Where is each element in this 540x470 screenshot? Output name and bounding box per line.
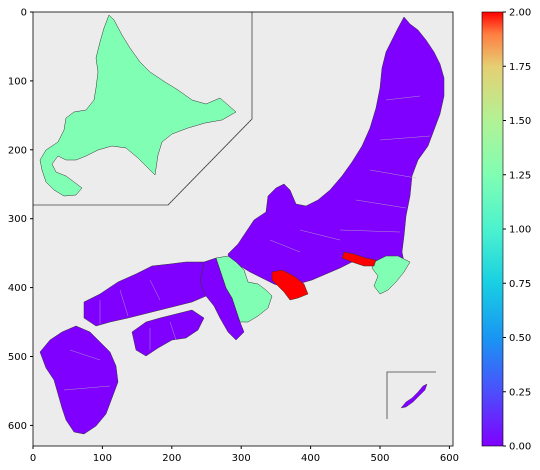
colorbar: 0.00 0.25 0.50 0.75 1.00 1.25 1.50 1.75 … [481,8,531,453]
y-tick-label: 100 [8,76,27,87]
x-tick-label: 600 [440,453,459,464]
hokkaido-inset [33,12,253,206]
colorbar-gradient [481,11,504,447]
x-tick-label: 300 [232,453,251,464]
x-axis: 0 100 200 300 400 500 600 [30,446,459,464]
y-tick-label: 400 [8,283,27,294]
colorbar-ticks: 0.00 0.25 0.50 0.75 1.00 1.25 1.50 1.75 … [503,8,531,453]
main-islands [39,16,445,435]
y-tick-label: 300 [8,214,27,225]
colorbar-tick-label: 1.25 [509,170,531,181]
colorbar-tick-label: 1.50 [509,116,531,127]
hokkaido-inset-diagonal [167,118,253,206]
y-tick-label: 500 [8,352,27,363]
region-chiba [371,255,411,295]
x-tick-label: 200 [162,453,181,464]
region-aichi [271,269,309,301]
region-kyushu [39,325,119,435]
y-tick-label: 0 [21,8,27,19]
y-axis: 0 100 200 300 400 500 600 [8,8,33,432]
colorbar-tick-label: 0.50 [509,333,531,344]
region-kansai [199,257,245,341]
x-tick-label: 400 [301,453,320,464]
colorbar-tick-label: 1.75 [509,62,531,73]
okinawa-inset-frame [386,371,436,419]
colorbar-tick-label: 0.75 [509,279,531,290]
region-tokyo [341,251,377,267]
colorbar-tick-label: 2.00 [509,8,531,19]
x-tick-label: 0 [30,453,36,464]
prefecture-borders [63,95,431,391]
colorbar-tick-label: 0.25 [509,387,531,398]
y-tick-label: 200 [8,145,27,156]
colorbar-tick-label: 0.00 [509,442,531,453]
region-honshu-east [227,16,445,289]
y-tick-label: 600 [8,421,27,432]
region-chugoku [83,261,207,327]
x-tick-label: 100 [93,453,112,464]
x-tick-label: 500 [370,453,389,464]
region-okinawa [400,383,428,409]
colorbar-tick-label: 1.00 [509,225,531,236]
axes-frame [32,11,454,447]
region-hokkaido [39,14,237,197]
okinawa-inset [386,371,436,419]
